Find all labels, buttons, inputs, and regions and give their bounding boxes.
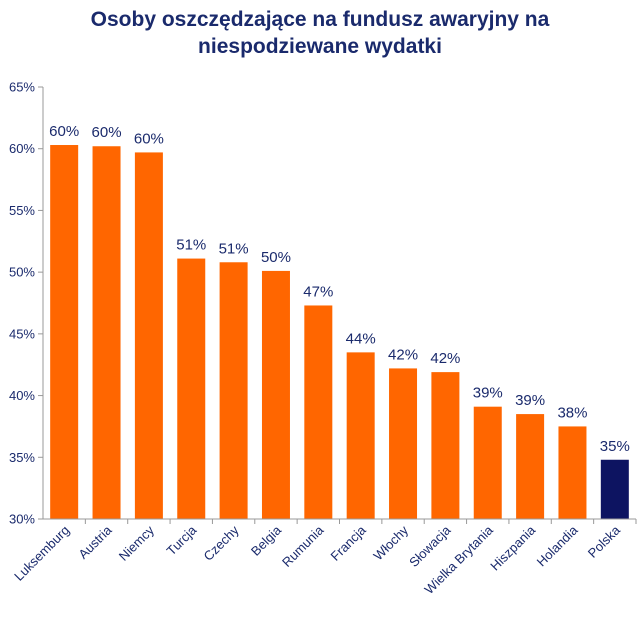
data-label-11: 39%	[473, 385, 503, 402]
data-label-5: 51%	[219, 240, 249, 257]
bar-9	[389, 368, 418, 519]
data-label-6: 50%	[261, 249, 291, 266]
data-labels: 60% 60% 60% 51% 51% 50% 47% 44% 42% 42% 39% 39% 38% 3…	[49, 123, 630, 455]
data-label-2: 60%	[92, 124, 122, 141]
category-label-6: Belgia	[248, 522, 285, 559]
y-tick-label: 30%	[9, 512, 35, 527]
data-label-1: 60%	[49, 123, 79, 140]
data-label-13: 38%	[557, 404, 587, 421]
category-label-9: Włochy	[370, 522, 411, 563]
bar-3	[134, 152, 163, 519]
category-label-4: Turcja	[164, 522, 200, 558]
data-label-8: 44%	[346, 330, 376, 347]
x-axis: Luksemburg Austria Niemcy Turcja Czechy Belgi…	[11, 518, 637, 597]
bar-7	[304, 305, 333, 519]
bars	[50, 145, 629, 520]
bar-13	[558, 426, 587, 519]
chart-title-line-1: Osoby oszczędzające na fundusz awaryjny …	[90, 8, 550, 31]
category-label-12: Hiszpania	[487, 522, 539, 574]
bar-10	[431, 372, 460, 519]
bar-5	[219, 262, 248, 519]
y-tick-label: 65%	[9, 80, 35, 95]
category-label-13: Holandia	[534, 522, 581, 569]
bar-11	[473, 406, 502, 519]
chart-title: Osoby oszczędzające na fundusz awaryjny …	[0, 6, 640, 60]
bar-2	[92, 146, 121, 519]
y-tick-label: 40%	[9, 388, 35, 403]
y-tick-label: 55%	[9, 203, 35, 218]
data-label-12: 39%	[515, 392, 545, 409]
y-tick-label: 60%	[9, 141, 35, 156]
bar-4	[177, 258, 206, 519]
y-axis: 30% 35% 40% 45% 50% 55% 60% 65%	[9, 80, 44, 527]
bar-6	[261, 270, 290, 519]
bar-14	[600, 459, 629, 519]
data-label-7: 47%	[303, 283, 333, 300]
data-label-10: 42%	[430, 350, 460, 367]
y-tick-label: 50%	[9, 265, 35, 280]
y-tick-label: 45%	[9, 326, 35, 341]
data-label-3: 60%	[134, 130, 164, 147]
data-label-4: 51%	[176, 237, 206, 254]
category-label-2: Austria	[75, 522, 115, 562]
category-label-5: Czechy	[200, 522, 242, 564]
y-tick-label: 35%	[9, 450, 35, 465]
bar-8	[346, 352, 375, 519]
category-label-14: Polska	[585, 522, 624, 561]
category-label-3: Niemcy	[116, 522, 158, 564]
bar-1	[50, 145, 79, 520]
category-label-7: Rumunia	[279, 522, 327, 570]
category-label-8: Francja	[328, 522, 370, 564]
chart-title-line-2: niespodziewane wydatki	[198, 35, 442, 58]
bar-12	[516, 414, 545, 519]
data-label-9: 42%	[388, 346, 418, 363]
category-label-1: Luksemburg	[11, 523, 72, 584]
data-label-14: 35%	[600, 438, 630, 455]
